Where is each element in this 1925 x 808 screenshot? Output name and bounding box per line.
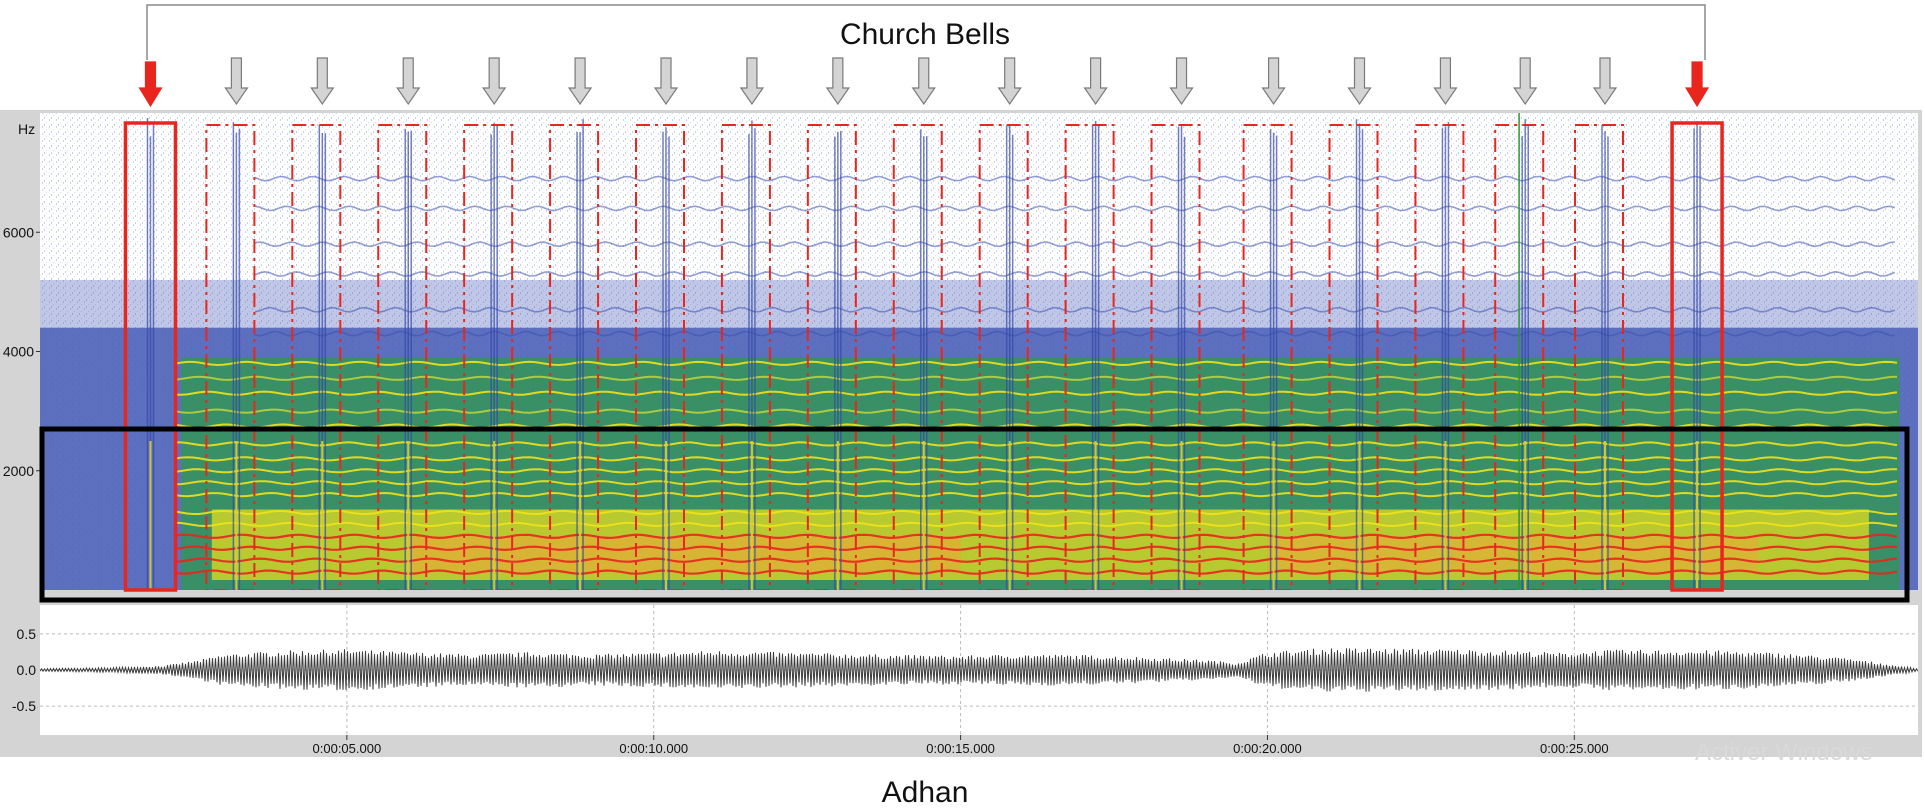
bell-arrow (1513, 57, 1538, 106)
spectrogram-heatmap (40, 113, 1918, 590)
wave-y-tick-label: 0.0 (17, 662, 37, 678)
harmonic-line (174, 456, 1898, 462)
x-tick-label: 0:00:10.000 (619, 741, 688, 756)
strike-frame (720, 124, 771, 590)
caption: Adhan (882, 776, 969, 808)
bell-arrow (396, 57, 421, 106)
bell-arrow (310, 57, 335, 106)
bell-arrow (825, 57, 850, 106)
high-freq-line (254, 306, 1896, 313)
bell-arrow (224, 57, 249, 106)
highlight-arrow (1684, 61, 1710, 108)
y-tick-label: 4000 (3, 344, 34, 360)
low-frequency-box (39, 426, 1910, 603)
wave-y-tick-label: 0.5 (17, 626, 37, 642)
harmonic-line (174, 545, 1898, 552)
strike-frame (549, 124, 600, 590)
strike-frame (291, 124, 342, 590)
chart-title: Church Bells (840, 18, 1010, 51)
title-bracket: Church Bells (146, 4, 1706, 60)
high-freq-line (254, 205, 1896, 212)
strike-frame (635, 124, 685, 590)
harmonic-line (174, 521, 1898, 528)
strike-frame (1150, 124, 1201, 590)
harmonic-line (174, 360, 1898, 367)
harmonic-line (174, 375, 1898, 381)
waveform-x-ticks: 0:00:05.000 0:00:10.000 0:00:15.000 0:00:20… (313, 735, 1609, 756)
strike-frame (1574, 124, 1624, 590)
bell-arrow (1347, 57, 1372, 106)
harmonic-line (174, 557, 1898, 563)
strike-frame (1328, 124, 1379, 590)
bell-arrow (1261, 57, 1286, 106)
bell-arrow (1592, 57, 1618, 106)
strike-frame (978, 124, 1029, 590)
highlight-frame (123, 121, 178, 592)
y-tick-label: 2000 (3, 463, 34, 479)
harmonic-line (174, 390, 1898, 396)
high-freq-line (254, 175, 1896, 182)
strike-frame (1414, 124, 1465, 590)
bell-arrow (653, 57, 679, 106)
harmonic-line (174, 509, 1898, 516)
y-tick-label: 6000 (3, 224, 34, 240)
waveform-y-ticks: 0.5 0.0 -0.5 (12, 626, 36, 714)
bell-arrow (482, 57, 507, 106)
harmonic-line (175, 441, 1898, 447)
strike-frame (463, 124, 514, 590)
harmonic-line (174, 480, 1898, 486)
harmonic-line (174, 468, 1898, 474)
strike-frame (1064, 124, 1115, 590)
bell-arrow (1433, 57, 1458, 106)
energy-band-orange (1267, 536, 1759, 573)
bell-arrow (911, 57, 936, 106)
strike-frame (205, 124, 256, 590)
x-tick-label: 0:00:15.000 (926, 741, 995, 756)
y-axis-unit-label: Hz (18, 121, 35, 137)
bell-arrow (997, 57, 1022, 106)
x-tick-label: 0:00:20.000 (1233, 741, 1302, 756)
highlight-arrow (138, 61, 163, 108)
waveform-series (40, 648, 1918, 692)
waveform-line (40, 648, 1918, 692)
x-tick-label: 0:00:05.000 (313, 741, 382, 756)
strike-frame (1494, 124, 1545, 590)
bell-arrow (739, 57, 765, 106)
windows-watermark: Activer Windows (1695, 739, 1872, 766)
harmonic-line (174, 533, 1898, 540)
high-freq-line (254, 270, 1896, 278)
bell-arrows (138, 57, 1710, 108)
waveform-panel: 0.5 0.0 -0.5 0:00:05.000 0:00:10.000 0:00:15… (0, 593, 1922, 766)
harmonic-line (174, 569, 1898, 575)
high-freq-line (254, 330, 1895, 337)
spectrogram-y-ticks: 6000 4000 2000 (3, 224, 40, 479)
harmonic-line (174, 408, 1898, 414)
wave-y-tick-label: -0.5 (12, 698, 36, 714)
bell-arrow (1083, 57, 1108, 106)
x-tick-label: 0:00:25.000 (1540, 741, 1609, 756)
highlight-frame (1670, 121, 1724, 592)
harmonic-line (174, 491, 1898, 498)
bell-arrow (567, 57, 593, 106)
spectrogram-panel: Hz 6000 4000 2000 (0, 110, 1922, 593)
strike-frame (1242, 124, 1293, 590)
strike-frame (892, 124, 943, 590)
strike-frame (806, 124, 857, 590)
strike-frame (377, 124, 428, 590)
high-freq-line (254, 241, 1895, 248)
bell-arrow (1169, 57, 1194, 106)
